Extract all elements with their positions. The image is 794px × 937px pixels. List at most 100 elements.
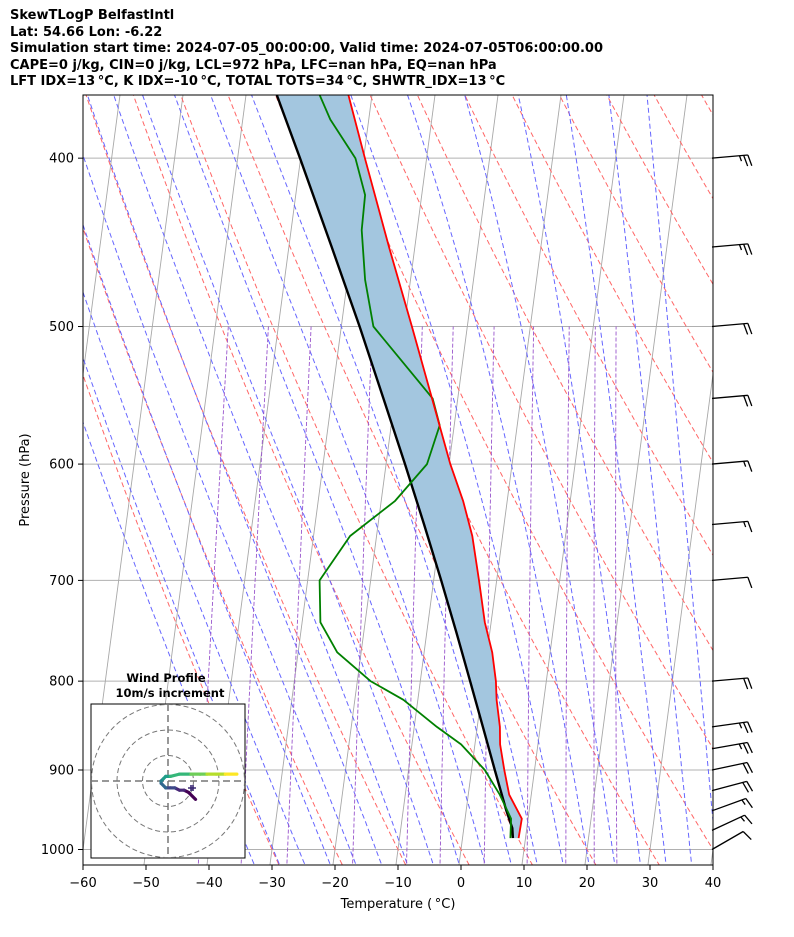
- moist-adiabat: [83, 223, 331, 865]
- moist-adiabat: [464, 95, 616, 865]
- dry-adiabat: [482, 0, 794, 894]
- cin-shading: [276, 95, 522, 839]
- chart-title: SkewTLogP BelfastIntl: [10, 8, 175, 23]
- x-tick-label: 0: [457, 876, 465, 891]
- x-axis-label: Temperature ( °C): [340, 897, 456, 912]
- moist-adiabat: [86, 95, 383, 865]
- time-line: Simulation start time: 2024-07-05_00:00:…: [10, 41, 603, 57]
- inset-title: Wind Profile: [126, 671, 206, 685]
- isotherm: [458, 95, 562, 865]
- x-tick-label: 10: [516, 876, 533, 891]
- wind-barb: [711, 677, 753, 690]
- moist-adiabat: [646, 95, 713, 827]
- y-tick-label: 500: [49, 320, 74, 335]
- mixing-ratio-line: [565, 326, 570, 865]
- y-tick-label: 1000: [41, 843, 74, 858]
- dewpoint-line: [318, 95, 512, 839]
- dry-adiabat: [83, 373, 280, 865]
- wind-barb: [711, 154, 753, 167]
- moist-adiabat: [83, 420, 255, 865]
- x-tick-label: −50: [132, 876, 159, 891]
- wind-barb: [711, 830, 752, 851]
- location-line: Lat: 54.66 Lon: -6.22: [10, 24, 163, 40]
- wind-barb: [711, 780, 754, 793]
- isotherm: [83, 95, 184, 853]
- cape-cin-area: [276, 95, 522, 839]
- mixing-ratio-line: [286, 326, 312, 865]
- wind-barb: [711, 243, 753, 256]
- moist-adiabat: [174, 95, 460, 865]
- isotherm: [521, 95, 625, 865]
- y-tick-label: 600: [49, 458, 74, 473]
- y-axis-ticks: 1000900800700600500400300200100: [41, 152, 83, 858]
- wind-barb: [711, 721, 753, 734]
- moist-adiabat: [142, 95, 434, 865]
- moist-adiabat: [251, 95, 512, 865]
- moist-adiabat: [83, 153, 357, 865]
- isotherm: [332, 95, 436, 865]
- wind-barb: [711, 761, 754, 774]
- moist-adiabat: [210, 95, 486, 865]
- wind-barb: [711, 394, 753, 407]
- dry-adiabat: [286, 0, 794, 894]
- wind-barb: [711, 460, 753, 472]
- moist-adiabat: [608, 95, 693, 865]
- moist-adiabat: [113, 95, 409, 865]
- index-line: LFT IDX=13 °C, K IDX=-10 °C, TOTAL TOTS=…: [10, 74, 506, 90]
- isotherm: [143, 95, 247, 865]
- isotherm: [647, 370, 713, 865]
- wind-barb: [711, 520, 753, 533]
- moist-adiabat: [517, 95, 641, 865]
- x-tick-label: −10: [384, 876, 411, 891]
- hodograph-marker: [190, 785, 196, 791]
- x-tick-label: −20: [321, 876, 348, 891]
- x-tick-label: −30: [258, 876, 285, 891]
- dry-adiabat: [464, 95, 713, 557]
- mixing-ratio-line: [615, 326, 618, 865]
- x-tick-label: −40: [195, 876, 222, 891]
- isotherm: [269, 95, 373, 865]
- mixing-ratio-line: [593, 326, 596, 865]
- x-tick-label: 30: [642, 876, 659, 891]
- y-tick-label: 400: [49, 152, 74, 167]
- inset-subtitle: 10m/s increment: [116, 686, 225, 700]
- isotherm: [395, 95, 499, 865]
- moist-adiabat: [565, 95, 667, 865]
- dry-adiabat: [514, 0, 794, 894]
- hodograph-segment: [187, 790, 198, 801]
- dry-adiabat: [319, 0, 794, 894]
- mixing-ratio-line: [526, 326, 535, 865]
- x-tick-label: 20: [579, 876, 596, 891]
- isotherm: [0, 0, 3, 893]
- moist-adiabat: [350, 95, 564, 865]
- dry-adiabat: [227, 95, 597, 865]
- moist-adiabat: [297, 95, 538, 865]
- dry-adiabat: [132, 95, 470, 865]
- dry-adiabat: [180, 95, 534, 865]
- isotherm: [206, 95, 310, 865]
- moist-adiabat: [83, 356, 281, 865]
- isotherm: [0, 0, 66, 893]
- y-tick-label: 800: [49, 675, 74, 690]
- moist-adiabat: [83, 290, 306, 865]
- hodograph-ring: [91, 704, 245, 858]
- dry-adiabat: [83, 226, 343, 865]
- sounding-profiles: [275, 95, 523, 839]
- wind-barb: [711, 797, 753, 812]
- isotherm: [584, 95, 688, 865]
- stability-line: CAPE=0 j/kg, CIN=0 j/kg, LCL=972 hPa, LF…: [10, 57, 497, 73]
- isotherm: [710, 846, 713, 865]
- mixing-ratio-line: [439, 326, 454, 865]
- y-tick-label: 900: [49, 764, 74, 779]
- x-tick-label: 40: [705, 876, 722, 891]
- isotherm: [770, 0, 794, 893]
- y-axis-label: Pressure (hPa): [18, 433, 33, 526]
- wind-barbs: [711, 154, 754, 851]
- mixing-ratio-line: [352, 326, 373, 865]
- wind-profile-inset: Wind Profile 10m/s increment: [90, 671, 246, 859]
- wind-barb: [711, 814, 753, 831]
- wind-barb: [711, 576, 753, 589]
- parcel-path-line: [275, 95, 515, 839]
- chart-header: SkewTLogP BelfastIntl Lat: 54.66 Lon: -6…: [10, 8, 780, 91]
